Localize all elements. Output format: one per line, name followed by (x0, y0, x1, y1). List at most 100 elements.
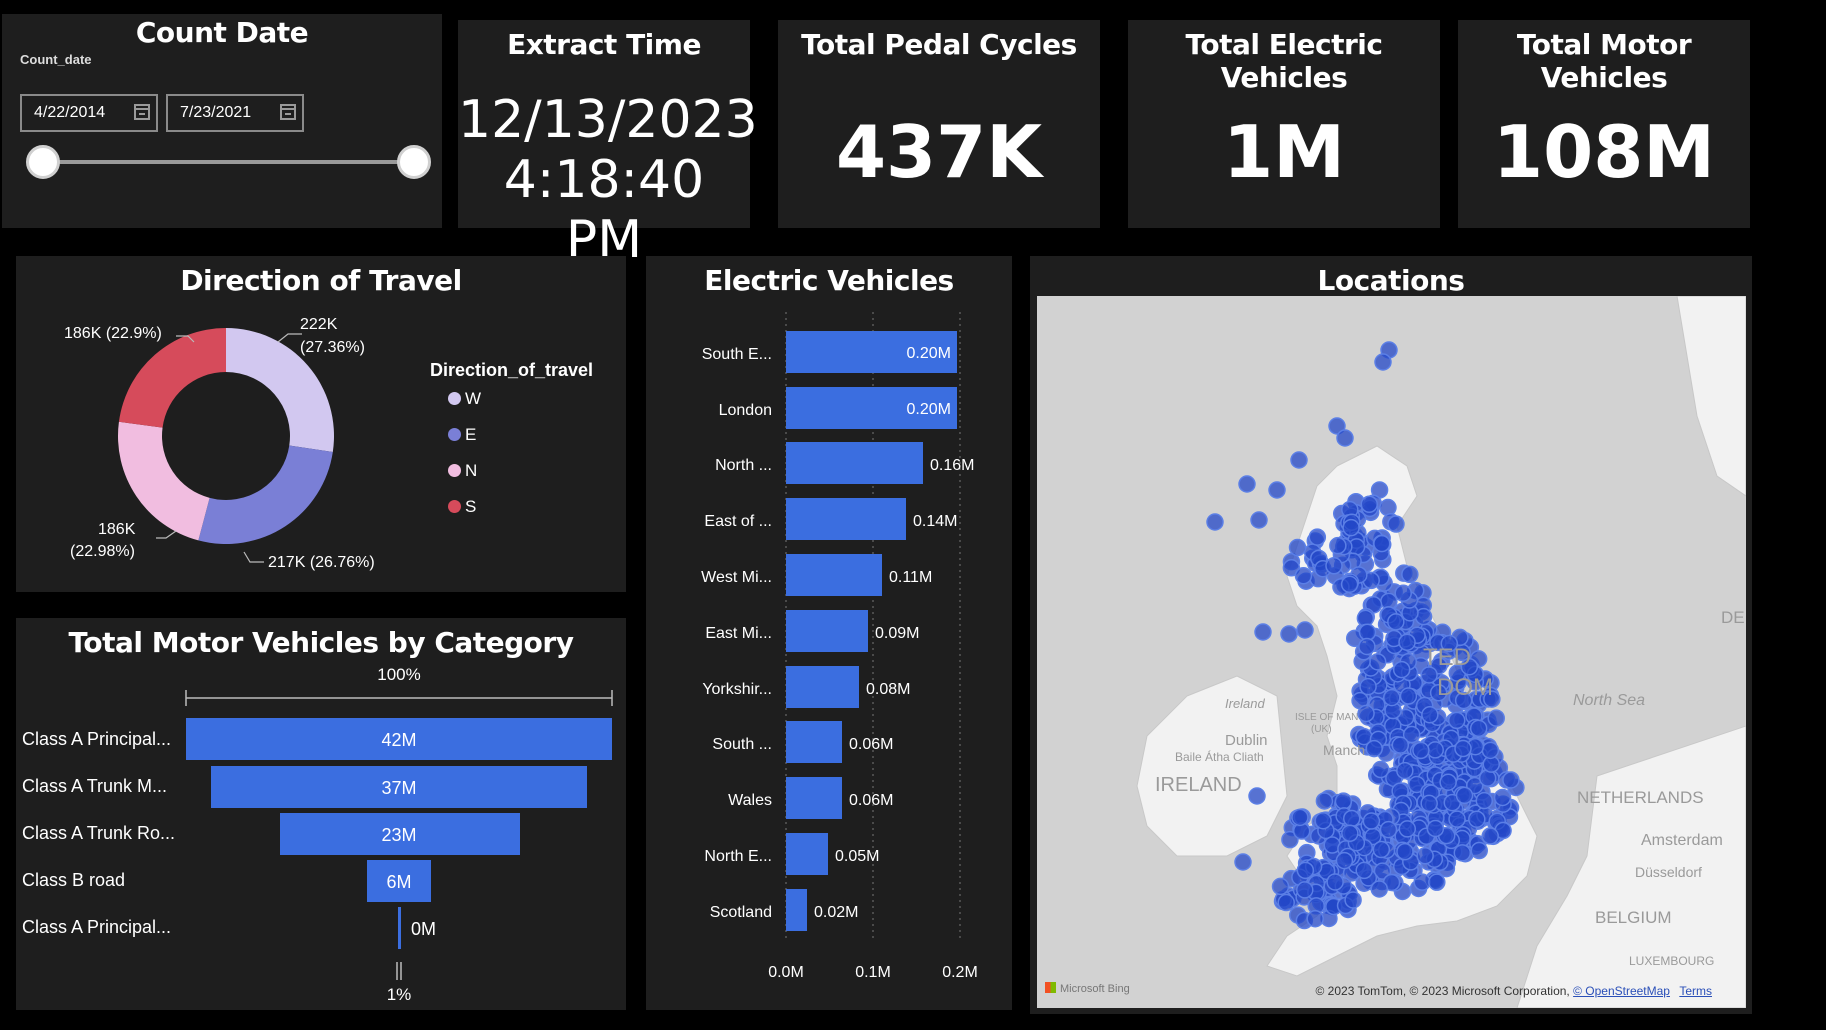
osm-link[interactable]: © OpenStreetMap (1573, 984, 1670, 998)
location-marker[interactable] (1325, 557, 1343, 575)
location-marker[interactable] (1271, 877, 1290, 896)
legend-item-n[interactable]: N (448, 461, 477, 481)
ev-bar[interactable] (786, 387, 957, 429)
location-marker[interactable] (1475, 791, 1494, 810)
location-marker[interactable] (1455, 786, 1474, 805)
location-marker[interactable] (1234, 853, 1252, 871)
location-marker[interactable] (1341, 824, 1359, 843)
location-marker[interactable] (1288, 538, 1307, 557)
location-marker[interactable] (1481, 827, 1499, 845)
location-marker[interactable] (1383, 688, 1401, 707)
date-slider-end-handle[interactable] (397, 145, 431, 179)
location-marker[interactable] (1372, 840, 1391, 859)
date-slider-start-handle[interactable] (26, 145, 60, 179)
location-marker[interactable] (1355, 861, 1373, 880)
legend-item-w[interactable]: W (448, 389, 481, 409)
location-marker[interactable] (1328, 417, 1346, 435)
location-marker[interactable] (1373, 862, 1392, 880)
location-marker[interactable] (1329, 536, 1347, 555)
location-marker[interactable] (1290, 451, 1308, 469)
location-marker[interactable] (1248, 787, 1266, 805)
location-marker[interactable] (1470, 841, 1488, 860)
legend-item-s[interactable]: S (448, 497, 476, 517)
location-marker[interactable] (1502, 771, 1520, 789)
location-marker[interactable] (1421, 706, 1439, 724)
location-marker[interactable] (1379, 820, 1398, 839)
funnel-bar[interactable] (398, 907, 401, 949)
location-marker[interactable] (1342, 518, 1360, 537)
location-marker[interactable] (1487, 709, 1505, 727)
location-marker[interactable] (1429, 684, 1448, 702)
location-marker[interactable] (1391, 736, 1410, 754)
date-slider-track[interactable] (44, 160, 414, 164)
location-marker[interactable] (1340, 575, 1359, 594)
location-marker[interactable] (1358, 637, 1376, 656)
location-marker[interactable] (1344, 891, 1362, 909)
location-marker[interactable] (1296, 621, 1314, 639)
location-marker[interactable] (1413, 873, 1431, 891)
location-marker[interactable] (1483, 690, 1501, 708)
ev-bar[interactable] (786, 498, 906, 540)
location-marker[interactable] (1373, 534, 1391, 553)
location-marker[interactable] (1399, 687, 1418, 705)
location-marker[interactable] (1420, 794, 1438, 813)
location-marker[interactable] (1371, 760, 1390, 779)
location-marker[interactable] (1335, 851, 1354, 870)
ev-bar[interactable] (786, 442, 923, 484)
location-marker[interactable] (1392, 660, 1411, 679)
end-date-input[interactable]: 7/23/2021 (166, 94, 304, 132)
location-marker[interactable] (1342, 809, 1361, 828)
donut-slice-e[interactable] (198, 445, 333, 544)
location-marker[interactable] (1357, 704, 1375, 723)
location-marker[interactable] (1439, 773, 1457, 791)
location-marker[interactable] (1481, 741, 1500, 760)
location-marker[interactable] (1206, 513, 1224, 531)
funnel-bar[interactable] (280, 813, 520, 855)
terms-link[interactable]: Terms (1679, 984, 1712, 998)
ev-bar[interactable] (786, 833, 828, 875)
location-marker[interactable] (1282, 559, 1301, 577)
location-marker[interactable] (1468, 810, 1486, 828)
location-marker[interactable] (1396, 761, 1414, 780)
locations-map[interactable]: Ireland ISLE OF MAN (UK) Dublin Baile Át… (1037, 296, 1746, 1008)
ev-bar[interactable] (786, 889, 807, 931)
location-marker[interactable] (1314, 811, 1332, 830)
location-marker[interactable] (1379, 498, 1397, 517)
location-marker[interactable] (1493, 788, 1512, 807)
location-marker[interactable] (1294, 566, 1313, 585)
location-marker[interactable] (1296, 861, 1315, 880)
location-marker[interactable] (1447, 711, 1466, 730)
location-marker[interactable] (1291, 808, 1309, 827)
ev-bar[interactable] (786, 777, 842, 819)
location-marker[interactable] (1387, 515, 1405, 533)
location-marker[interactable] (1396, 842, 1414, 861)
funnel-bar[interactable] (367, 860, 431, 902)
location-marker[interactable] (1365, 739, 1383, 758)
location-marker[interactable] (1250, 511, 1268, 529)
donut-slice-n[interactable] (118, 421, 210, 541)
location-marker[interactable] (1306, 909, 1324, 928)
location-marker[interactable] (1326, 873, 1344, 891)
start-date-input[interactable]: 4/22/2014 (20, 94, 158, 132)
location-marker[interactable] (1398, 633, 1416, 651)
location-marker[interactable] (1440, 634, 1459, 653)
location-marker[interactable] (1368, 653, 1387, 671)
location-marker[interactable] (1401, 565, 1419, 584)
location-marker[interactable] (1454, 691, 1473, 710)
calendar-icon[interactable] (134, 104, 150, 120)
location-marker[interactable] (1469, 719, 1488, 738)
location-marker[interactable] (1426, 819, 1445, 838)
location-marker[interactable] (1398, 820, 1417, 838)
funnel-bar[interactable] (211, 766, 587, 808)
ev-bar[interactable] (786, 554, 882, 596)
location-marker[interactable] (1402, 725, 1421, 744)
location-marker[interactable] (1336, 429, 1354, 447)
donut-slice-w[interactable] (226, 328, 334, 452)
location-marker[interactable] (1334, 792, 1353, 810)
location-marker[interactable] (1268, 481, 1286, 499)
location-marker[interactable] (1296, 881, 1314, 899)
location-marker[interactable] (1359, 677, 1377, 696)
location-marker[interactable] (1315, 792, 1334, 810)
location-marker[interactable] (1453, 844, 1472, 862)
location-marker[interactable] (1428, 873, 1446, 891)
